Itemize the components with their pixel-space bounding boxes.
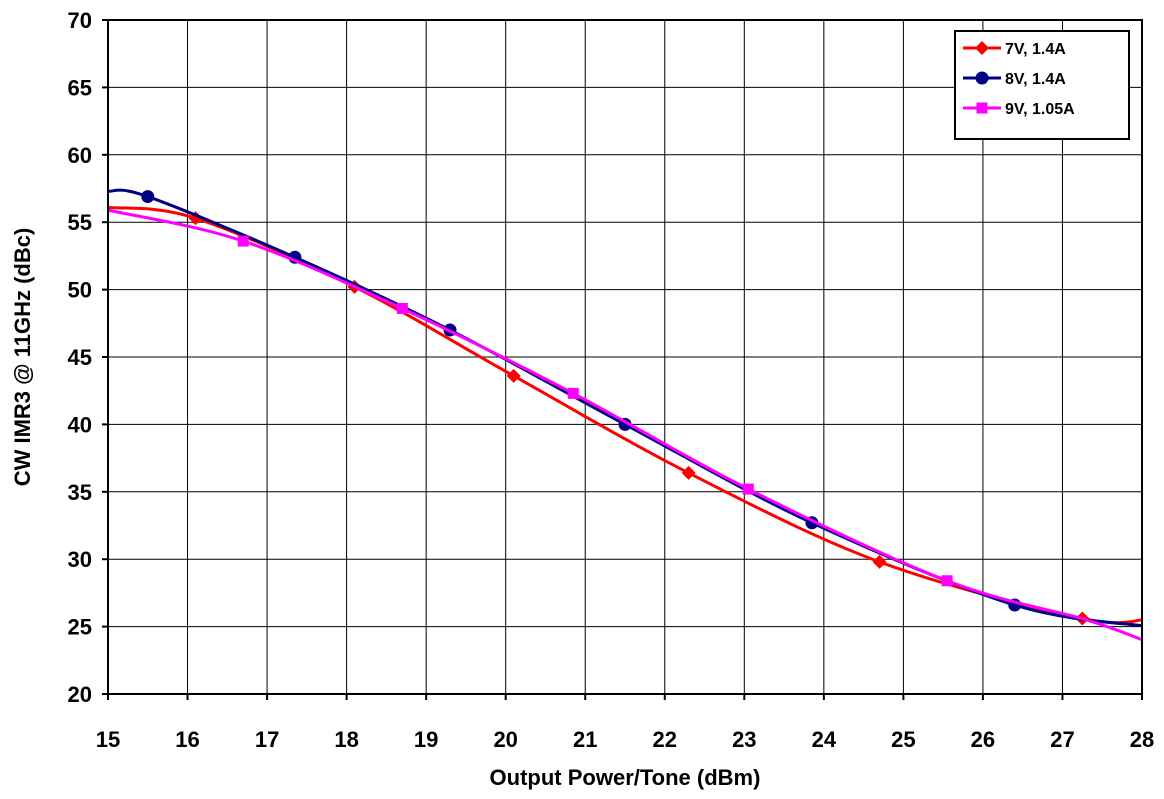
data-point — [872, 554, 887, 569]
x-tick-label: 18 — [334, 727, 358, 752]
y-tick-label: 20 — [68, 682, 92, 707]
data-point — [237, 235, 249, 247]
x-axis-ticks: 15 16 17 18 19 20 21 22 23 24 25 26 27 28 — [96, 694, 1154, 752]
series-layer — [108, 188, 1142, 642]
y-axis-title: CW IMR3 @ 11GHz (dBc) — [10, 228, 35, 487]
y-tick-label: 45 — [68, 345, 92, 370]
legend-label: 7V, 1.4A — [1005, 41, 1066, 58]
y-axis-ticks: 20 25 30 35 40 45 50 55 60 65 70 — [68, 8, 108, 707]
y-tick-label: 70 — [68, 8, 92, 33]
x-tick-label: 25 — [891, 727, 915, 752]
data-point — [567, 387, 579, 399]
x-tick-label: 27 — [1050, 727, 1074, 752]
data-point — [396, 302, 408, 314]
y-tick-label: 65 — [68, 75, 92, 100]
legend: 7V, 1.4A 8V, 1.4A 9V, 1.05A — [954, 30, 1130, 140]
grid — [108, 20, 1142, 694]
legend-marker — [975, 71, 989, 85]
series-3 — [108, 208, 1142, 642]
legend-entry: 8V, 1.4A — [963, 71, 1066, 88]
y-tick-label: 60 — [68, 143, 92, 168]
x-tick-label: 20 — [493, 727, 517, 752]
legend-label: 9V, 1.05A — [1005, 101, 1075, 118]
y-tick-label: 40 — [68, 412, 92, 437]
data-point — [681, 465, 696, 480]
y-tick-label: 30 — [68, 547, 92, 572]
y-tick-label: 35 — [68, 480, 92, 505]
y-tick-label: 25 — [68, 615, 92, 640]
legend-marker — [976, 102, 988, 114]
y-tick-label: 55 — [68, 210, 92, 235]
legend-entry: 7V, 1.4A — [963, 41, 1066, 58]
legend-marker — [975, 41, 989, 55]
x-axis-title: Output Power/Tone (dBm) — [490, 765, 761, 790]
x-tick-label: 22 — [653, 727, 677, 752]
x-tick-label: 19 — [414, 727, 438, 752]
data-point — [506, 368, 521, 383]
legend-label: 8V, 1.4A — [1005, 71, 1066, 88]
y-tick-label: 50 — [68, 278, 92, 303]
data-point — [941, 575, 953, 587]
x-tick-label: 28 — [1130, 727, 1154, 752]
x-tick-label: 21 — [573, 727, 597, 752]
x-tick-label: 15 — [96, 727, 120, 752]
x-tick-label: 24 — [812, 727, 837, 752]
x-tick-label: 23 — [732, 727, 756, 752]
data-point — [141, 190, 155, 204]
x-tick-label: 17 — [255, 727, 279, 752]
data-point — [742, 483, 754, 495]
x-tick-label: 16 — [175, 727, 199, 752]
x-tick-label: 26 — [971, 727, 995, 752]
legend-entry: 9V, 1.05A — [963, 101, 1075, 118]
series-line — [108, 208, 1142, 642]
